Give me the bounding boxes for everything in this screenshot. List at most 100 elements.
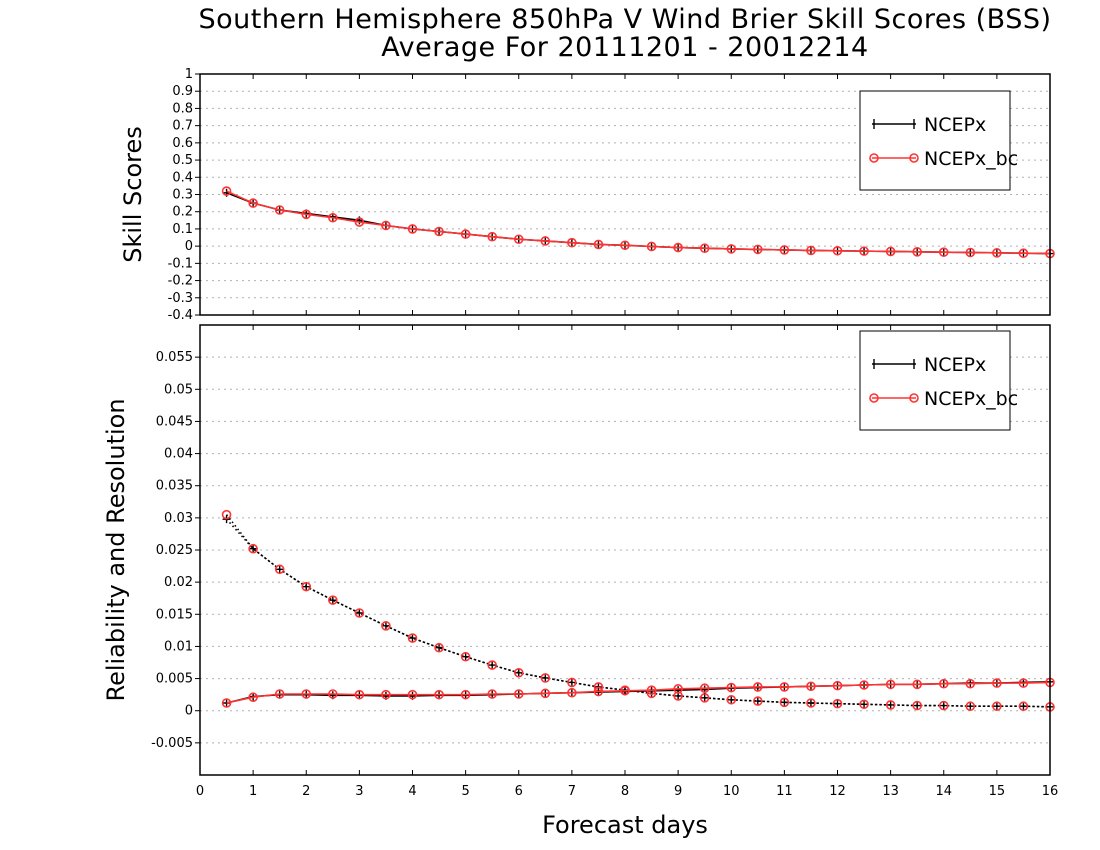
data-point-ncepx-bc xyxy=(381,689,391,700)
data-point-ncepx xyxy=(435,643,444,652)
data-point-ncepx-bc xyxy=(726,244,737,254)
data-point-ncepx-bc xyxy=(806,698,816,708)
data-point-ncepx-bc xyxy=(806,681,816,692)
y-tick-label: 1 xyxy=(185,67,193,82)
data-point-ncepx-bc xyxy=(513,234,524,245)
y-tick-label: 0 xyxy=(185,239,193,254)
data-point-ncepx-bc xyxy=(460,229,471,239)
data-point-ncepx-bc xyxy=(832,680,843,691)
data-point-ncepx-bc xyxy=(274,689,285,699)
data-point-ncepx-bc xyxy=(407,689,418,700)
x-tick-label: 1 xyxy=(249,784,257,799)
x-tick-label: 12 xyxy=(829,784,846,799)
data-point-ncepx-bc xyxy=(806,245,816,256)
data-point-ncepx-bc xyxy=(938,700,949,711)
y-tick-label: 0.02 xyxy=(164,575,193,590)
data-point-ncepx-bc xyxy=(407,224,418,234)
data-point-ncepx-bc xyxy=(965,678,976,689)
data-point-ncepx-bc xyxy=(328,212,338,223)
data-point-ncepx-bc xyxy=(381,220,391,231)
data-point-ncepx-bc xyxy=(859,699,869,710)
data-point-ncepx xyxy=(408,634,417,643)
chart-subtitle: Average For 20111201 - 20012214 xyxy=(381,32,869,63)
series-line-ncepx xyxy=(226,192,1051,255)
data-point-ncepx-bc xyxy=(540,673,551,683)
series-line-ncepx_bc-resolution xyxy=(225,514,1051,708)
x-tick-label: 5 xyxy=(461,784,469,799)
data-point-ncepx xyxy=(966,702,975,711)
y-axis-label: Skill Scores xyxy=(119,126,147,263)
y-tick-label: -0.2 xyxy=(168,274,193,289)
y-tick-label: 0.6 xyxy=(172,136,193,151)
data-point-ncepx-bc xyxy=(832,245,843,256)
data-point-ncepx-bc xyxy=(301,209,312,220)
data-point-ncepx-bc xyxy=(381,621,391,631)
y-tick-label: 0.005 xyxy=(156,672,193,687)
data-point-ncepx-bc xyxy=(434,642,444,653)
x-tick-label: 4 xyxy=(408,784,416,799)
y-tick-label: -0.005 xyxy=(151,736,193,751)
legend-label: NCEPx xyxy=(924,354,986,376)
data-point-ncepx-bc xyxy=(248,543,258,554)
data-point-ncepx-bc xyxy=(992,248,1002,258)
legend-box xyxy=(859,330,1011,431)
y-tick-label: 0.9 xyxy=(172,84,193,99)
y-tick-label: 0.05 xyxy=(164,382,193,397)
x-tick-label: 3 xyxy=(355,784,363,799)
x-axis-label: Forecast days xyxy=(542,811,708,839)
data-point-ncepx-bc xyxy=(965,247,976,258)
data-point-ncepx-bc xyxy=(593,239,604,250)
legend-label: NCEPx_bc xyxy=(924,148,1018,170)
legend-marker-ncepx-bc xyxy=(869,153,879,163)
y-tick-label: -0.4 xyxy=(168,308,193,323)
data-point-ncepx-bc xyxy=(912,700,922,711)
y-tick-label: 0 xyxy=(185,704,193,719)
legend-marker-ncepx xyxy=(873,359,915,369)
data-point-ncepx-bc xyxy=(487,231,497,242)
data-point-ncepx-bc xyxy=(646,685,657,695)
x-tick-label: 8 xyxy=(621,784,629,799)
data-point-ncepx-bc xyxy=(673,684,683,694)
y-tick-label: 0.035 xyxy=(156,479,193,494)
y-tick-label: 0.1 xyxy=(172,222,193,237)
legend-box xyxy=(859,90,1011,191)
x-tick-label: 2 xyxy=(302,784,310,799)
data-point-ncepx-bc xyxy=(274,205,285,215)
y-tick-label: 0.045 xyxy=(156,414,193,429)
y-tick-label: 0.055 xyxy=(156,350,193,365)
y-tick-label: -0.3 xyxy=(168,291,193,306)
data-point-ncepx-bc xyxy=(885,700,896,710)
data-point-ncepx-bc xyxy=(859,680,869,690)
data-point-ncepx-bc xyxy=(487,689,497,699)
data-point-ncepx xyxy=(328,596,337,605)
data-point-ncepx-bc xyxy=(407,633,418,643)
data-point-ncepx-bc xyxy=(699,243,710,254)
data-point-ncepx-bc xyxy=(885,679,896,690)
data-point-ncepx-bc xyxy=(620,240,630,251)
data-point-ncepx-bc xyxy=(1018,678,1029,688)
data-point-ncepx-bc xyxy=(938,678,949,689)
data-point-ncepx-bc xyxy=(248,692,258,703)
data-point-ncepx xyxy=(461,652,470,661)
data-point-ncepx-bc xyxy=(1018,701,1029,712)
x-tick-label: 16 xyxy=(1042,784,1059,799)
data-point-ncepx-bc xyxy=(779,245,790,255)
data-point-ncepx-bc xyxy=(328,689,338,699)
top-panel-skill-scores: -0.4 -0.3 -0.2 -0.1 0 0.1 0.2 0.3 0.4 0.5 0.6 0.7 0.… xyxy=(119,67,1055,323)
y-tick-label: -0.1 xyxy=(168,256,193,271)
data-point-ncepx-bc xyxy=(885,246,896,257)
x-tick-label: 10 xyxy=(723,784,740,799)
data-point-ncepx-bc xyxy=(1018,248,1029,259)
data-point-ncepx-bc xyxy=(567,677,577,688)
data-point-ncepx xyxy=(249,544,258,553)
data-point-ncepx-bc xyxy=(221,186,232,196)
y-tick-label: 0.8 xyxy=(172,101,193,116)
y-axis-label: Reliability and Resolution xyxy=(102,398,130,701)
data-point-ncepx-bc xyxy=(992,701,1002,712)
data-point-ncepx-bc xyxy=(965,701,976,712)
y-tick-label: 0.025 xyxy=(156,543,193,558)
data-point-ncepx-bc xyxy=(301,689,312,699)
data-point-ncepx-bc xyxy=(567,237,577,248)
data-point-ncepx-bc xyxy=(673,242,683,253)
data-point-ncepx-bc xyxy=(540,688,551,699)
